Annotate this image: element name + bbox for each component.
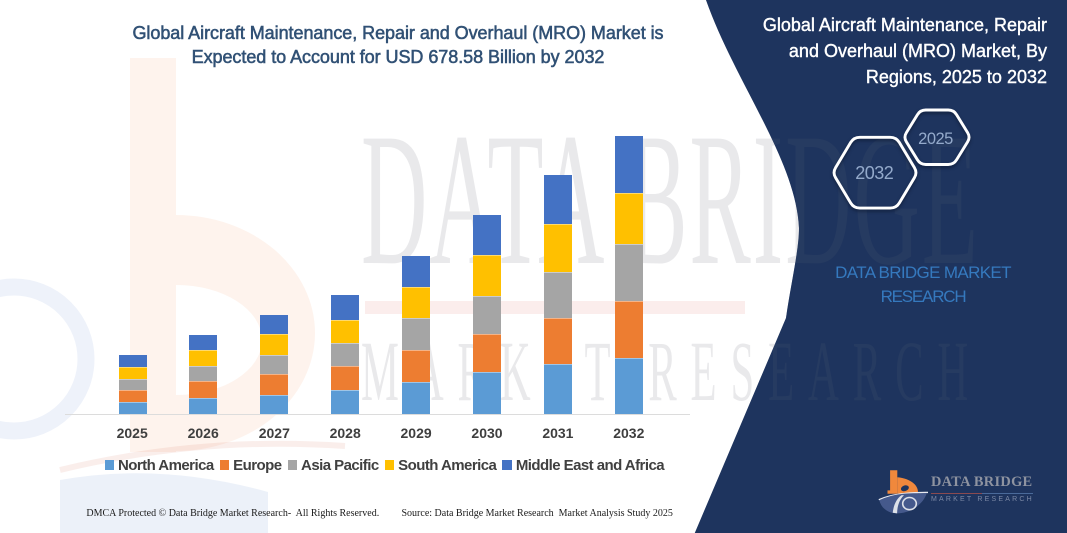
svg-text:2032: 2032 bbox=[855, 163, 894, 183]
svg-text:2025: 2025 bbox=[918, 130, 953, 148]
